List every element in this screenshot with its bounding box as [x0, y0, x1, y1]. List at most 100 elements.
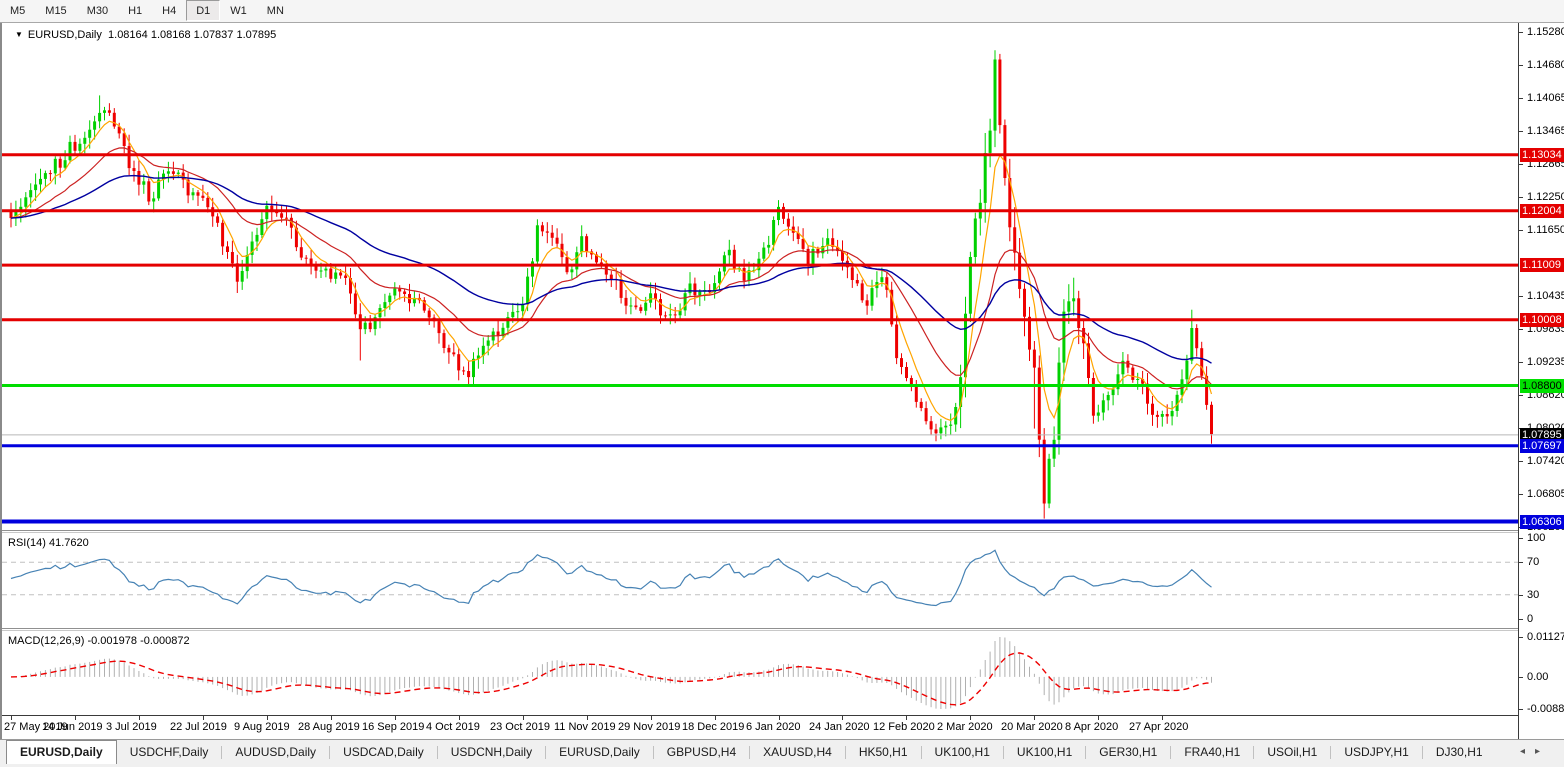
price-level-flag: 1.08800: [1520, 378, 1564, 393]
date-label: 9 Aug 2019: [234, 721, 290, 733]
tab-scroll-left-icon[interactable]: ◂: [1519, 746, 1535, 757]
date-label: 8 Apr 2020: [1065, 721, 1119, 733]
price-tick-label: 1.06805: [1527, 488, 1564, 501]
macd-tick-label: 0.011277: [1527, 631, 1564, 643]
date-tick: [139, 716, 140, 720]
symbol-tab-ger30-h1[interactable]: GER30,H1: [1099, 745, 1158, 759]
date-tick: [395, 716, 396, 720]
timeframe-button-h4[interactable]: H4: [162, 5, 177, 17]
symbol-tab-audusd-daily[interactable]: AUDUSD,Daily: [235, 745, 317, 759]
date-label: 20 Mar 2020: [1001, 721, 1063, 733]
tab-separator: [749, 746, 751, 759]
date-tick: [523, 716, 524, 720]
price-tick-label-tick: [1519, 131, 1523, 133]
price-tick-label: 1.14065: [1527, 92, 1564, 105]
timeframe-button-mn[interactable]: MN: [266, 5, 284, 17]
symbol-tab-usdcnh-daily[interactable]: USDCNH,Daily: [450, 745, 533, 759]
price-tick-label-tick: [1519, 395, 1523, 397]
timeframe-button-h1[interactable]: H1: [128, 5, 143, 17]
symbol-tab-eurusd-daily[interactable]: EURUSD,Daily: [6, 740, 117, 764]
date-tick: [11, 716, 12, 720]
symbol-tab-usoil-h1[interactable]: USOil,H1: [1267, 745, 1318, 759]
timeframe-button-m15[interactable]: M15: [45, 5, 67, 17]
symbol-tab-usdcad-daily[interactable]: USDCAD,Daily: [343, 745, 424, 759]
date-tick: [842, 716, 843, 720]
date-tick: [970, 716, 971, 720]
date-tick: [75, 716, 76, 720]
date-label: 23 Oct 2019: [490, 721, 550, 733]
tab-scroll-arrows: ◂▸: [1520, 740, 1564, 767]
symbol-tab-uk100-h1[interactable]: UK100,H1: [1016, 745, 1073, 759]
symbol-tab-dj30-h1[interactable]: DJ30,H1: [1435, 745, 1483, 759]
rsi-tick-label: 70: [1527, 556, 1540, 569]
tab-scroll-right-icon[interactable]: ▸: [1534, 746, 1550, 757]
date-label: 27 May 2019: [4, 721, 68, 733]
chart-symbol-label: EURUSD,Daily: [27, 29, 102, 41]
chart-title: ▼ EURUSD,Daily 1.08164 1.08168 1.07837 1.…: [15, 29, 276, 41]
tab-separator: [221, 746, 223, 759]
rsi-tick-label: 30: [1527, 588, 1540, 601]
rsi-tick-label-tick: [1519, 562, 1523, 564]
price-level-flag: 1.13034: [1520, 147, 1564, 162]
symbol-tab-uk100-h1[interactable]: UK100,H1: [934, 745, 990, 759]
price-tick-label-tick: [1519, 361, 1523, 363]
price-tick-label-tick: [1519, 494, 1523, 496]
price-level-flag: 1.10008: [1520, 312, 1564, 327]
rsi-tick-label-tick: [1519, 538, 1523, 539]
tab-separator: [920, 746, 922, 759]
price-level-flag: 1.11009: [1520, 258, 1564, 273]
date-label: 12 Feb 2020: [873, 721, 935, 733]
date-tick: [715, 716, 716, 720]
macd-tick-label: 0.00: [1527, 670, 1549, 683]
macd-indicator-panel[interactable]: [2, 631, 1518, 715]
chart-window: ▼ EURUSD,Daily 1.08164 1.08168 1.07837 1.…: [0, 23, 1564, 739]
price-level-flag: 1.07895: [1520, 427, 1564, 442]
symbol-tab-eurusd-daily[interactable]: EURUSD,Daily: [559, 745, 640, 759]
price-axis: 1.15280 1.14680 1.14065 1.13465 1.12865 1.122…: [1518, 23, 1564, 739]
date-tick: [587, 716, 588, 720]
date-tick: [906, 716, 907, 720]
symbol-tab-xauusd-h4[interactable]: XAUUSD,H4: [763, 745, 832, 759]
price-chart-panel[interactable]: [2, 24, 1518, 530]
panel-splitter-rsi[interactable]: [2, 530, 1518, 533]
symbol-tab-fra40-h1[interactable]: FRA40,H1: [1184, 745, 1241, 759]
chart-ohlc-values: 1.08164 1.08168 1.07837 1.07895: [108, 29, 277, 41]
date-tick: [331, 716, 332, 720]
price-tick-label-tick: [1519, 32, 1523, 34]
tab-separator: [545, 746, 547, 759]
price-level-flag: 1.06306: [1520, 514, 1564, 529]
symbol-tab-usdjpy-h1[interactable]: USDJPY,H1: [1344, 745, 1409, 759]
rsi-label: RSI(14) 41.7620: [8, 537, 89, 549]
rsi-indicator-panel[interactable]: [2, 533, 1518, 628]
price-tick-label: 1.12250: [1527, 191, 1564, 204]
price-tick-label: 1.07420: [1527, 454, 1564, 467]
panel-splitter-macd[interactable]: [2, 628, 1518, 631]
date-tick: [459, 716, 460, 720]
date-label: 28 Aug 2019: [298, 721, 360, 733]
date-tick: [1162, 716, 1163, 720]
tab-separator: [1085, 746, 1087, 759]
date-label: 4 Oct 2019: [426, 721, 480, 733]
date-label: 22 Jul 2019: [170, 721, 227, 733]
price-tick-label-tick: [1519, 64, 1523, 66]
date-tick: [651, 716, 652, 720]
symbol-tab-usdchf-daily[interactable]: USDCHF,Daily: [129, 745, 209, 759]
rsi-tick-label: 100: [1527, 532, 1546, 544]
date-tick: [203, 716, 204, 720]
tab-separator: [844, 746, 846, 759]
timeframe-button-w1[interactable]: W1: [230, 5, 247, 17]
price-tick-label-tick: [1519, 98, 1523, 100]
timeframe-toolbar: M5 M15 M30 H1 H4 D1 W1 MN: [0, 0, 1564, 23]
timeframe-button-m5[interactable]: M5: [10, 5, 26, 17]
chart-dropdown-icon[interactable]: ▼: [15, 30, 23, 39]
timeframe-button-m30[interactable]: M30: [86, 5, 109, 17]
price-tick-label-tick: [1519, 197, 1523, 199]
date-tick: [1098, 716, 1099, 720]
tab-separator: [329, 746, 331, 759]
timeframe-button-d1[interactable]: D1: [186, 0, 221, 21]
price-tick-label: 1.14680: [1527, 58, 1564, 71]
symbol-tab-hk50-h1[interactable]: HK50,H1: [858, 745, 908, 759]
price-tick-label-tick: [1519, 230, 1523, 232]
symbol-tab-gbpusd-h4[interactable]: GBPUSD,H4: [666, 745, 737, 759]
